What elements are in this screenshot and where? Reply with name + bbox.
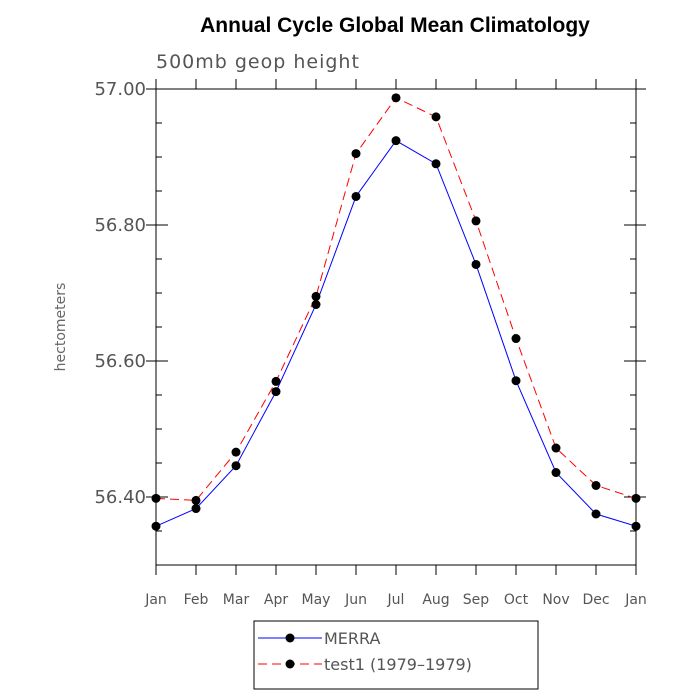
- axis-labels: 56.40 56.60 56.80 57.00 Jan Feb Mar Apr May Jun Ju…: [94, 79, 646, 608]
- x-tick-label: Jul: [387, 592, 405, 608]
- data-point-merra: [351, 191, 361, 201]
- series-line-test1: [155, 97, 637, 501]
- legend-label-test1: test1 (1979–1979): [324, 655, 472, 674]
- legend-label-merra: MERRA: [324, 629, 381, 648]
- x-tick-label: Apr: [264, 592, 288, 608]
- data-point-merra: [151, 521, 161, 531]
- y-tick-label: 56.40: [94, 487, 146, 508]
- x-tick-label: Jan: [144, 592, 167, 608]
- data-point-merra: [431, 159, 441, 169]
- data-point-test1: [231, 447, 241, 457]
- y-axis-label: hectometers: [53, 283, 69, 372]
- data-point-merra: [551, 468, 561, 478]
- data-point-test1: [431, 112, 441, 122]
- x-tick-label: Sep: [463, 592, 490, 608]
- data-point-merra: [231, 461, 241, 471]
- data-point-merra: [311, 300, 321, 310]
- tick-marks: [146, 79, 646, 575]
- x-tick-label: Feb: [184, 592, 209, 608]
- data-point-test1: [151, 493, 161, 503]
- data-point-test1: [311, 291, 321, 301]
- x-tick-label: Jan: [624, 592, 647, 608]
- data-point-test1: [591, 480, 601, 490]
- legend-marker-test1: [285, 659, 295, 669]
- y-tick-label: 56.80: [94, 215, 146, 236]
- data-point-test1: [351, 149, 361, 159]
- x-tick-label: Aug: [422, 592, 449, 608]
- data-point-merra: [631, 521, 641, 531]
- x-tick-label: Mar: [223, 592, 250, 608]
- x-tick-label: Jun: [344, 592, 367, 608]
- data-point-test1: [631, 493, 641, 503]
- x-tick-label: Dec: [582, 592, 609, 608]
- data-point-test1: [391, 93, 401, 103]
- plot-frame: [155, 88, 637, 566]
- chart-title: Annual Cycle Global Mean Climatology: [200, 14, 590, 37]
- data-point-merra: [471, 259, 481, 269]
- y-tick-label: 57.00: [94, 79, 146, 100]
- data-point-merra: [511, 376, 521, 386]
- y-tick-label: 56.60: [94, 351, 146, 372]
- data-point-merra: [591, 509, 601, 519]
- data-point-test1: [511, 334, 521, 344]
- data-series: [151, 93, 641, 531]
- data-point-test1: [271, 376, 281, 386]
- legend: MERRA test1 (1979–1979): [253, 620, 539, 690]
- chart-subtitle: 500mb geop height: [156, 51, 360, 73]
- legend-marker-merra: [285, 633, 295, 643]
- data-point-merra: [271, 387, 281, 397]
- data-point-test1: [471, 216, 481, 226]
- x-tick-label: Oct: [504, 592, 529, 608]
- data-point-merra: [391, 136, 401, 146]
- series-line-merra: [155, 140, 637, 527]
- data-point-test1: [191, 495, 201, 505]
- x-tick-label: Nov: [542, 592, 569, 608]
- legend-box: [253, 620, 539, 690]
- data-point-test1: [551, 443, 561, 453]
- x-tick-label: May: [302, 592, 331, 608]
- data-point-merra: [191, 504, 201, 514]
